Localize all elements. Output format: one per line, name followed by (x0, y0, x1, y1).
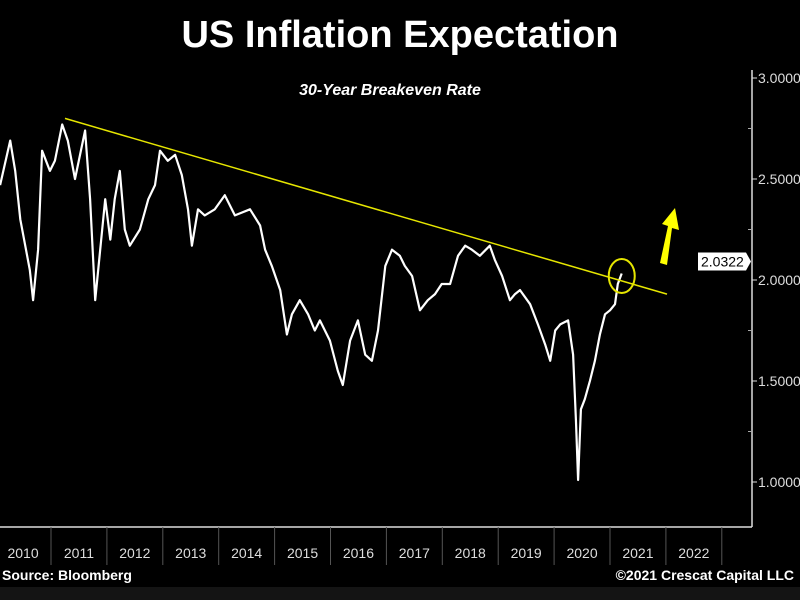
x-tick-label: 2013 (175, 545, 206, 561)
x-tick-label: 2021 (622, 545, 653, 561)
x-tick-label: 2016 (343, 545, 374, 561)
x-tick-label: 2015 (287, 545, 318, 561)
y-tick-label: 2.5000 (758, 171, 800, 187)
up-arrow-icon (660, 208, 679, 265)
last-value-badge (698, 252, 751, 271)
chart-title: US Inflation Expectation (181, 14, 619, 56)
last-value-label: 2.0322 (701, 253, 744, 269)
copyright-note: ©2021 Crescat Capital LLC (615, 567, 794, 583)
highlight-circle (607, 257, 636, 294)
series-line (0, 123, 623, 482)
x-tick-label: 2018 (455, 545, 486, 561)
footer-band (0, 587, 800, 600)
y-tick-label: 3.0000 (758, 70, 800, 86)
chart-subtitle: 30-Year Breakeven Rate (299, 82, 481, 99)
x-tick-label: 2014 (231, 545, 262, 561)
trendline (64, 117, 668, 295)
y-tick-label: 1.5000 (758, 373, 800, 389)
x-tick-label: 2022 (678, 545, 709, 561)
x-tick-label: 2012 (119, 545, 150, 561)
x-tick-label: 2011 (64, 545, 94, 561)
y-tick-label: 1.0000 (758, 474, 800, 490)
source-note: Source: Bloomberg (2, 567, 132, 583)
x-tick-label: 2017 (399, 545, 430, 561)
x-tick-label: 2020 (566, 545, 597, 561)
x-tick-label: 2019 (511, 545, 542, 561)
x-tick-label: 2010 (7, 545, 38, 561)
y-tick-label: 2.0000 (758, 272, 800, 288)
